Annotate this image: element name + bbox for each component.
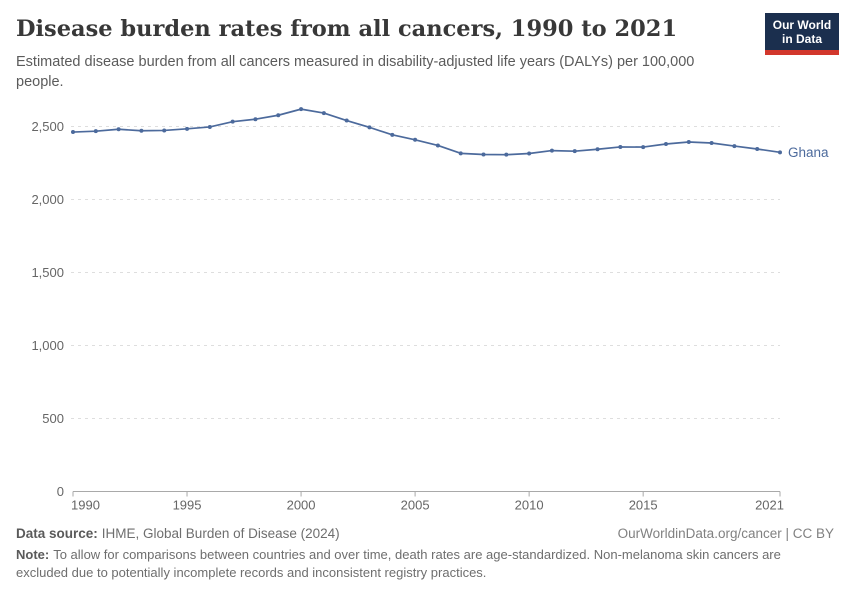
line-chart: 0 500 1,000 1,500 2,000 2,500 1990 1995 2000 2005… bbox=[31, 107, 829, 513]
data-point bbox=[504, 152, 509, 157]
data-point bbox=[709, 140, 714, 145]
x-tick-label: 2021 bbox=[755, 498, 784, 513]
data-point bbox=[778, 150, 782, 155]
owid-logo-line2: in Data bbox=[781, 32, 822, 46]
owid-logo[interactable]: Our World in Data bbox=[765, 13, 839, 55]
data-point bbox=[162, 128, 167, 133]
data-point bbox=[185, 126, 190, 131]
data-point bbox=[230, 119, 235, 124]
x-tick-label: 2010 bbox=[515, 498, 544, 513]
x-tick-label: 2000 bbox=[287, 498, 316, 513]
source-row: Data source: IHME, Global Burden of Disea… bbox=[16, 526, 834, 541]
data-point bbox=[686, 139, 691, 144]
data-source: Data source: IHME, Global Burden of Disea… bbox=[16, 526, 340, 541]
data-point bbox=[755, 146, 760, 151]
x-tick-label: 1995 bbox=[173, 498, 202, 513]
x-tick-label: 2005 bbox=[401, 498, 430, 513]
y-tick-label: 1,000 bbox=[31, 338, 64, 353]
license-link[interactable]: OurWorldinData.org/cancer | CC BY bbox=[617, 526, 834, 541]
data-point bbox=[413, 137, 418, 142]
data-point bbox=[481, 152, 486, 157]
data-point bbox=[93, 129, 98, 134]
chart-footer: Data source: IHME, Global Burden of Disea… bbox=[16, 526, 834, 582]
data-point bbox=[663, 142, 668, 147]
x-tick-label: 2015 bbox=[629, 498, 658, 513]
data-point bbox=[595, 147, 600, 152]
chart-header: Disease burden rates from all cancers, 1… bbox=[16, 13, 839, 92]
data-point bbox=[641, 145, 646, 150]
data-point bbox=[458, 151, 463, 156]
chart-note: Note: To allow for comparisons between co… bbox=[16, 546, 808, 582]
y-tick-label: 500 bbox=[42, 411, 64, 426]
data-point bbox=[71, 130, 75, 135]
data-point bbox=[116, 127, 121, 132]
data-point bbox=[253, 117, 258, 122]
owid-logo-line1: Our World bbox=[772, 18, 832, 32]
data-point bbox=[276, 113, 281, 118]
page-title: Disease burden rates from all cancers, 1… bbox=[16, 16, 678, 42]
note-text: To allow for comparisons between countri… bbox=[16, 547, 781, 581]
data-source-label: Data source: bbox=[16, 526, 98, 541]
data-point bbox=[527, 151, 532, 156]
data-point bbox=[549, 148, 554, 153]
data-point bbox=[299, 107, 304, 112]
x-tick-label: 1990 bbox=[71, 498, 100, 513]
data-point bbox=[572, 149, 577, 154]
data-point bbox=[344, 118, 349, 123]
trend-line bbox=[72, 108, 781, 156]
data-point bbox=[390, 132, 395, 137]
data-source-text: IHME, Global Burden of Disease (2024) bbox=[101, 526, 340, 541]
chart-subtitle: Estimated disease burden from all cancer… bbox=[16, 54, 695, 90]
y-tick-label: 1,500 bbox=[31, 265, 64, 280]
y-tick-label: 2,000 bbox=[31, 192, 64, 207]
y-tick-label: 2,500 bbox=[31, 119, 64, 134]
data-point bbox=[732, 144, 737, 149]
data-point bbox=[618, 144, 623, 149]
data-point bbox=[321, 111, 326, 116]
note-label: Note: bbox=[16, 547, 50, 562]
data-point bbox=[139, 128, 144, 133]
data-point bbox=[367, 125, 372, 130]
y-tick-label: 0 bbox=[57, 484, 64, 499]
entity-label: Ghana bbox=[788, 145, 829, 160]
data-point bbox=[207, 124, 212, 129]
data-point bbox=[435, 143, 440, 148]
